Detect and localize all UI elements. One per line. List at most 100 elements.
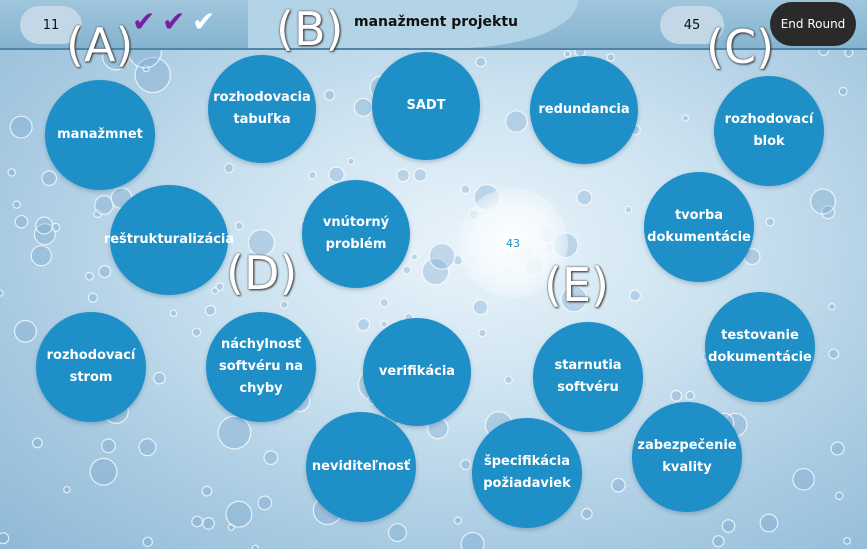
droplet bbox=[14, 319, 37, 343]
droplet bbox=[202, 517, 215, 530]
droplet bbox=[828, 348, 840, 360]
droplet bbox=[12, 200, 21, 209]
droplet bbox=[87, 292, 98, 303]
droplet bbox=[0, 532, 10, 545]
droplet bbox=[629, 289, 641, 302]
droplet bbox=[396, 168, 410, 183]
droplet bbox=[85, 271, 94, 281]
droplet bbox=[843, 537, 851, 545]
droplet bbox=[402, 265, 412, 275]
droplet bbox=[89, 457, 118, 486]
top-bar: 11 ✔ ✔ ✔ manažment projektu 45 End Round bbox=[0, 0, 867, 50]
droplet bbox=[191, 515, 204, 528]
droplet bbox=[211, 287, 219, 295]
term-circle[interactable]: testovanie dokumentácie bbox=[705, 292, 815, 402]
droplet bbox=[387, 523, 407, 543]
center-orb: 43 bbox=[458, 188, 568, 298]
droplet bbox=[142, 536, 153, 548]
droplet bbox=[279, 300, 289, 310]
term-circle[interactable]: manažmnet bbox=[45, 80, 155, 190]
droplet bbox=[685, 390, 695, 401]
droplet bbox=[413, 168, 428, 182]
droplet bbox=[225, 500, 253, 528]
droplet bbox=[217, 415, 252, 450]
term-circle[interactable]: špecifikácia požiadaviek bbox=[472, 418, 582, 528]
end-round-button[interactable]: End Round bbox=[770, 2, 856, 46]
marker-a: (A) bbox=[66, 18, 134, 72]
droplet bbox=[204, 304, 216, 316]
droplet bbox=[581, 507, 593, 520]
droplet bbox=[504, 375, 513, 385]
droplet bbox=[353, 97, 373, 117]
droplet bbox=[328, 166, 345, 183]
term-circle[interactable]: reštrukturalizácia bbox=[104, 185, 234, 295]
term-circle[interactable]: starnutia softvéru bbox=[533, 322, 643, 432]
droplet bbox=[563, 50, 572, 58]
term-circle[interactable]: zabezpečenie kvality bbox=[632, 402, 742, 512]
droplet bbox=[460, 184, 471, 195]
droplet bbox=[35, 216, 54, 235]
marker-c: (C) bbox=[706, 20, 775, 74]
marker-e: (E) bbox=[544, 258, 609, 312]
droplet bbox=[0, 289, 4, 297]
droplet bbox=[421, 257, 450, 286]
droplet bbox=[9, 115, 33, 139]
droplet bbox=[308, 170, 317, 180]
term-circle[interactable]: náchylnosť softvéru na chyby bbox=[206, 312, 316, 422]
droplet bbox=[30, 245, 52, 267]
droplet bbox=[810, 188, 837, 215]
droplet bbox=[234, 221, 244, 231]
score-left: 11 bbox=[20, 6, 82, 44]
droplet bbox=[41, 170, 58, 186]
droplet bbox=[410, 253, 419, 261]
check-icon: ✔ bbox=[192, 5, 216, 38]
droplet bbox=[721, 519, 736, 533]
droplet bbox=[560, 285, 588, 313]
droplet bbox=[428, 242, 456, 270]
droplet bbox=[98, 265, 112, 279]
droplet bbox=[453, 516, 462, 525]
droplet bbox=[263, 450, 279, 466]
check-icon: ✔ bbox=[162, 5, 186, 38]
droplet bbox=[712, 535, 725, 548]
droplet bbox=[63, 485, 71, 494]
term-circle[interactable]: rozhodovací blok bbox=[714, 76, 824, 186]
term-circle[interactable]: vnútorný problém bbox=[302, 180, 410, 288]
droplet bbox=[624, 205, 633, 214]
droplet bbox=[611, 477, 626, 493]
droplet bbox=[759, 513, 779, 533]
term-circle[interactable]: neviditeľnosť bbox=[306, 412, 416, 522]
score-right: 45 bbox=[660, 6, 724, 44]
droplet bbox=[223, 162, 235, 174]
term-circle[interactable]: verifikácia bbox=[363, 318, 471, 426]
droplet bbox=[606, 53, 616, 62]
droplet bbox=[478, 328, 487, 338]
round-title: manažment projektu bbox=[354, 14, 519, 30]
droplet bbox=[670, 389, 683, 402]
droplet bbox=[792, 468, 815, 491]
droplet bbox=[169, 309, 178, 318]
droplet bbox=[32, 437, 43, 449]
term-circle[interactable]: SADT bbox=[372, 52, 480, 160]
center-value: 43 bbox=[506, 236, 520, 250]
droplet bbox=[830, 441, 845, 456]
droplet bbox=[472, 299, 489, 316]
droplet bbox=[153, 371, 166, 385]
term-circle[interactable]: rozhodovací strom bbox=[36, 312, 146, 422]
droplet bbox=[681, 114, 690, 122]
droplet bbox=[838, 86, 848, 96]
droplet bbox=[821, 205, 836, 220]
marker-d: (D) bbox=[226, 246, 298, 300]
droplet bbox=[138, 438, 157, 457]
droplet bbox=[475, 56, 487, 68]
droplet bbox=[94, 195, 114, 215]
marker-b: (B) bbox=[276, 2, 344, 56]
droplet bbox=[505, 110, 528, 133]
droplet bbox=[251, 544, 259, 549]
droplet bbox=[460, 458, 472, 471]
term-circle[interactable]: redundancia bbox=[530, 56, 638, 164]
droplet bbox=[835, 491, 844, 501]
term-circle[interactable]: tvorba dokumentácie bbox=[644, 172, 754, 282]
term-circle[interactable]: rozhodovacia tabuľka bbox=[208, 55, 316, 163]
